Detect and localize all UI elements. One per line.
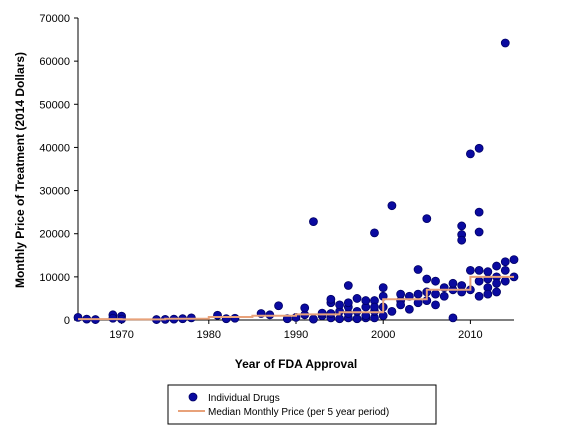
data-point: [500, 265, 510, 275]
y-tick-label: 0: [64, 315, 70, 327]
data-point: [396, 300, 406, 310]
data-point: [343, 281, 353, 290]
data-point: [309, 314, 318, 324]
data-point: [309, 217, 318, 227]
data-point: [413, 265, 423, 274]
data-point: [474, 276, 484, 286]
y-tick-label: 50000: [39, 99, 70, 111]
data-point: [431, 289, 440, 299]
data-point: [73, 313, 83, 322]
data-point: [492, 278, 501, 288]
y-tick-label: 60000: [39, 56, 70, 68]
y-tick-label: 10000: [39, 272, 70, 284]
y-axis-title: Monthly Price of Treatment (2014 Dollars…: [13, 52, 27, 288]
data-point: [457, 221, 467, 231]
median-price-line: [78, 275, 514, 321]
y-tick-label: 30000: [39, 186, 70, 198]
data-point: [335, 300, 345, 310]
data-point: [439, 291, 449, 301]
data-point: [465, 265, 475, 275]
data-point: [370, 302, 379, 312]
data-point: [413, 289, 423, 299]
data-point: [230, 313, 240, 323]
y-tick-label: 70000: [39, 13, 70, 25]
data-point: [509, 255, 519, 265]
x-tick-label: 2000: [371, 329, 395, 341]
data-point: [500, 38, 510, 48]
data-point: [474, 227, 484, 237]
data-point: [335, 314, 345, 324]
data-point: [500, 276, 510, 286]
legend-label-individual-drugs: Individual Drugs: [208, 393, 280, 404]
axes: [77, 18, 514, 321]
x-tick-label: 2010: [458, 329, 482, 341]
legend-box: [167, 384, 437, 425]
data-point: [326, 294, 336, 304]
data-point: [274, 301, 283, 311]
data-point: [431, 300, 440, 310]
x-tick-label: 1980: [197, 329, 221, 341]
data-point: [500, 257, 510, 267]
y-tick-label: 40000: [39, 142, 70, 154]
data-point: [474, 291, 484, 301]
data-point: [465, 149, 475, 159]
data-point: [448, 278, 458, 288]
data-point: [492, 261, 501, 271]
data-point: [213, 310, 222, 320]
x-tick-label: 1970: [109, 329, 133, 341]
data-point: [352, 294, 362, 303]
data-point: [396, 289, 406, 299]
legend-label-median-price: Median Monthly Price (per 5 year period): [208, 407, 389, 418]
data-point: [361, 296, 371, 305]
y-tick-label: 20000: [39, 229, 70, 241]
data-point: [457, 235, 467, 245]
ticks: 0 10000 20000 30000 40000 50000 60000 70000 1970…: [39, 13, 482, 341]
data-point: [422, 274, 432, 284]
data-point: [448, 313, 458, 323]
data-point: [474, 207, 484, 217]
x-axis-title: Year of FDA Approval: [235, 357, 357, 371]
data-point: [431, 276, 440, 286]
data-point: [422, 214, 432, 224]
data-point: [474, 143, 484, 153]
data-point: [492, 287, 501, 297]
data-marks: [73, 38, 519, 324]
data-point: [300, 303, 310, 313]
data-point: [387, 306, 397, 316]
legend: Individual Drugs Median Monthly Price (p…: [167, 384, 437, 425]
data-point: [378, 283, 388, 293]
data-point: [483, 267, 493, 277]
data-point: [343, 298, 353, 308]
data-point: [474, 265, 484, 275]
x-tick-label: 1990: [284, 329, 308, 341]
data-point: [352, 314, 362, 324]
data-point: [404, 304, 414, 314]
data-point: [387, 201, 397, 211]
data-point: [483, 289, 493, 299]
legend-marker-individual-drugs: [188, 392, 198, 402]
data-point: [370, 228, 379, 238]
data-point: [221, 314, 231, 324]
data-point: [317, 308, 327, 318]
